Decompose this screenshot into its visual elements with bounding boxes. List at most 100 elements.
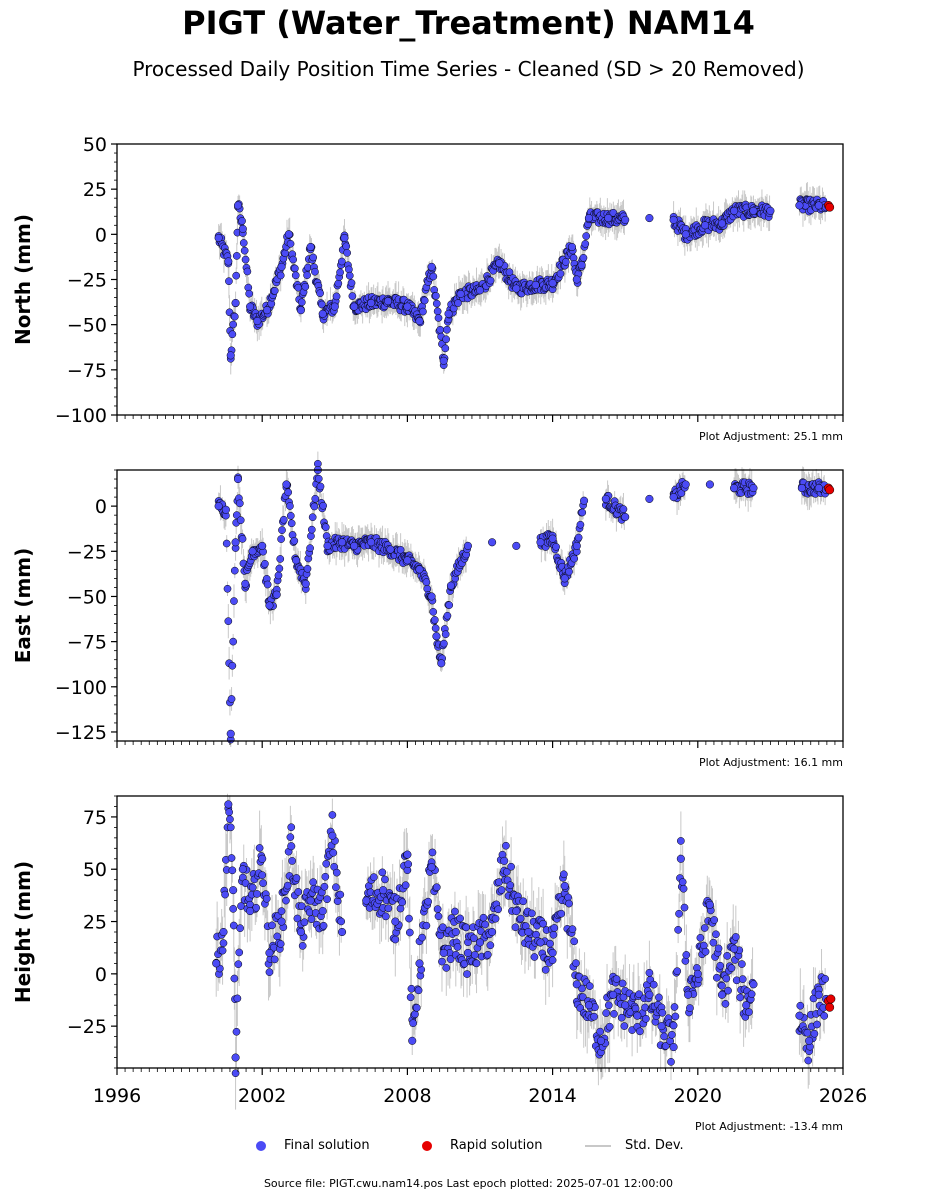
final-solution-point: [311, 494, 320, 503]
final-solution-point: [300, 918, 309, 927]
final-solution-point: [747, 990, 756, 998]
final-solution-point: [231, 1053, 240, 1062]
final-solution-point: [797, 484, 806, 493]
final-solution-point: [432, 299, 441, 308]
final-solution-point: [610, 1010, 618, 1018]
legend-final-label: Final solution: [284, 1138, 370, 1153]
final-solution-point: [427, 592, 436, 601]
final-solution-point: [296, 306, 305, 315]
final-solution-point: [422, 578, 431, 587]
final-solution-point: [246, 907, 255, 916]
final-solution-point: [738, 975, 747, 983]
final-solution-point: [596, 1027, 604, 1036]
final-solution-point: [226, 729, 235, 738]
final-solution-point: [231, 538, 240, 547]
final-solution-point: [548, 279, 557, 288]
final-solution-point: [277, 907, 286, 915]
final-solution-point: [310, 502, 319, 511]
final-solution-point: [248, 547, 257, 556]
final-solution-point: [749, 206, 758, 215]
final-solution-point: [401, 881, 410, 890]
final-solution-point: [231, 298, 240, 308]
final-solution-point: [488, 538, 497, 547]
final-solution-point: [814, 484, 823, 493]
final-solution-point: [712, 930, 720, 939]
final-solution-point: [682, 951, 691, 959]
final-solution-point: [745, 1008, 753, 1016]
final-solution-point: [724, 986, 732, 995]
final-solution-point: [270, 286, 279, 295]
final-solution-point: [557, 909, 566, 918]
final-solution-point: [308, 513, 317, 522]
final-solution-point: [717, 990, 727, 999]
final-solution-point: [433, 905, 442, 913]
final-solution-point: [511, 923, 520, 932]
final-solution-point: [284, 488, 293, 497]
final-solution-point: [378, 868, 387, 877]
final-solution-point: [507, 862, 515, 871]
final-solution-point: [329, 848, 338, 857]
final-solution-point: [408, 1036, 417, 1045]
y-tick-label: −50: [67, 586, 107, 608]
final-solution-point: [306, 242, 315, 252]
final-solution-point: [270, 955, 279, 964]
final-solution-point: [701, 221, 710, 230]
final-solution-point: [243, 267, 252, 276]
final-solution-point: [820, 1012, 829, 1020]
legend-rapid-label: Rapid solution: [450, 1138, 543, 1153]
final-solution-point: [604, 214, 613, 223]
final-solution-point: [572, 275, 581, 284]
final-solution-point: [277, 262, 286, 271]
final-solution-point: [319, 501, 327, 510]
final-solution-point: [436, 325, 445, 334]
final-solution-point: [578, 508, 587, 517]
final-solution-point: [736, 993, 745, 1002]
final-solution-point: [579, 993, 587, 1001]
final-solution-point: [721, 999, 730, 1008]
final-solution-point: [805, 1036, 814, 1045]
final-solution-point: [337, 257, 346, 266]
final-solution-point: [241, 579, 250, 588]
final-solution-point: [433, 307, 442, 316]
y-tick-label: 25: [83, 912, 107, 934]
y-tick-label: 0: [95, 224, 107, 246]
source-file-note: Source file: PIGT.cwu.nam14.pos Last epo…: [263, 1177, 674, 1190]
final-solution-point: [340, 233, 349, 242]
final-solution-point: [481, 920, 490, 929]
final-solution-point: [559, 870, 568, 879]
final-solution-point: [633, 1011, 642, 1020]
final-solution-point: [252, 903, 260, 912]
final-solution-point: [232, 252, 241, 260]
final-solution-point: [246, 302, 255, 311]
final-solution-point: [488, 927, 497, 937]
final-solution-point: [500, 856, 509, 865]
final-solution-point: [572, 959, 580, 968]
final-solution-point: [440, 639, 448, 648]
final-solution-point: [291, 271, 300, 280]
final-solution-point: [265, 601, 274, 610]
final-solution-point: [293, 914, 302, 923]
final-solution-point: [679, 884, 688, 893]
final-solution-point: [463, 970, 471, 978]
final-solution-point: [403, 556, 412, 565]
final-solution-point: [309, 253, 318, 262]
final-solution-point: [343, 249, 351, 257]
final-solution-point: [584, 1001, 593, 1010]
final-solution-point: [345, 271, 354, 280]
final-solution-point: [723, 952, 732, 960]
final-solution-point: [403, 850, 412, 859]
final-solution-point: [370, 873, 378, 881]
final-solution-point: [342, 242, 351, 251]
final-solution-point: [240, 246, 249, 255]
final-solution-point: [414, 986, 423, 995]
final-solution-point: [512, 541, 521, 550]
final-solution-point: [717, 219, 727, 228]
final-solution-point: [230, 597, 238, 605]
final-solution-point: [391, 917, 400, 926]
final-solution-point: [225, 808, 233, 817]
final-solution-point: [428, 848, 437, 857]
final-solution-point: [669, 493, 678, 502]
final-solution-point: [381, 875, 389, 884]
final-solution-point: [596, 1036, 606, 1045]
final-solution-point: [262, 306, 272, 315]
